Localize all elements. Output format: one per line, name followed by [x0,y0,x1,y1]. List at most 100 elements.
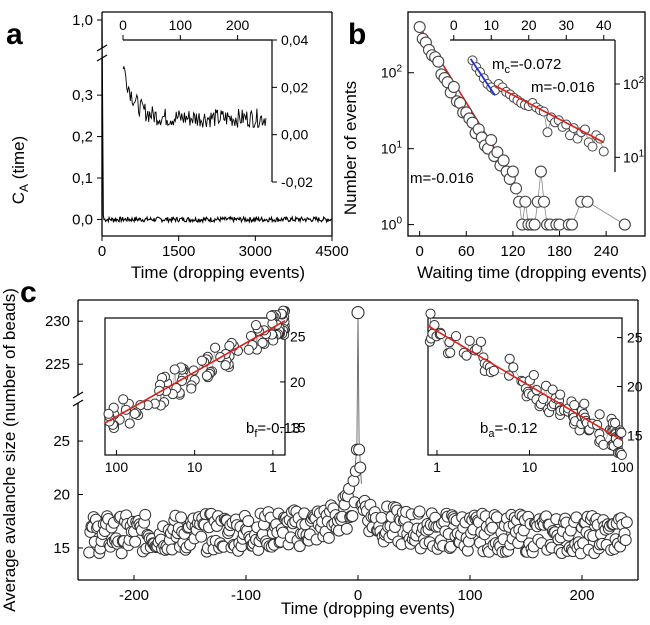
panel-b-data-point [528,218,541,231]
panel-a-xtick-label: 0 [98,243,106,260]
panel-b-data-point [565,218,579,231]
panel-a-ytick-label: 0,1 [72,170,93,187]
panel-c-axis-break-mark [72,391,84,399]
panel-b-inset-xtick-label: 30 [558,17,574,33]
panel-c-inset-foreshock-ytick-label: 20 [290,374,306,390]
panel-c-data-point [490,511,503,524]
panel-c-inset-aftershock-data-point [508,362,519,373]
panel-b-data-point [485,133,498,147]
panel-c-axis-break-mark [72,399,84,407]
panel-c-inset-foreshock-data-point [266,310,277,321]
panel-c-inset-aftershock-data-point [450,330,462,342]
panel-b-inset-xtick-label: 40 [596,17,612,33]
panel-a-ytick-label: 0,3 [72,87,93,104]
panel-c-ylabel: Average avalanche size (number of beads) [0,288,19,612]
panel-b-chart: Waiting time (dropping events) Number of… [341,11,647,282]
panel-b-data-point [432,55,445,68]
panel-a-series-line [101,19,332,225]
panel-c-inset-aftershock-xtick-label: 10 [522,459,538,475]
panel-b-inset-ytick-label: 102 [623,75,645,92]
panel-c-inset-aftershock-data-point [594,409,605,420]
panel-c-inset-aftershock-data-point [569,399,580,411]
panel-c-inset-aftershock-ytick-label: 25 [627,330,643,346]
panel-label-b: b [348,18,366,51]
panel-b-inset-fast-fit-line [469,58,496,96]
panel-b-inset-mc-label: mc=-0.072 [492,56,561,76]
panel-c-peak-point [351,306,365,320]
panel-b-data-point [537,195,551,208]
panel-c-ytick-label: 25 [53,433,70,450]
panel-a-inset-ytick-label: 0,02 [281,79,308,95]
panel-c-data-point [115,547,128,560]
panel-c-inset-foreshock-xtick-label: 10 [187,459,203,475]
panel-c-inset-foreshock-fit-line [104,320,286,424]
panel-b-data-point [581,195,594,208]
panel-c-data-point [242,515,255,528]
panel-c-inset-foreshock-xtick-label: 1 [269,459,277,475]
panel-b-inset-m-label: m=-0.016 [531,79,595,96]
panel-c-chart: Time (dropping events) Average avalanche… [0,288,643,618]
panel-c-inset-foreshock-data-point [201,370,213,381]
panel-c-inset-aftershock-data-point [504,353,515,364]
panel-b-inset-ytick-label: 101 [623,148,645,165]
panel-b-data-point [491,146,504,159]
panel-b-data-point [447,80,460,94]
panel-c-xtick-label: -200 [119,587,149,604]
panel-b-inset-data-point [542,127,553,138]
panel-c-inset-aftershock-data-point [425,308,436,319]
panel-b-inset-xtick-label: 0 [450,17,458,33]
panel-c-data-point [619,534,632,547]
panel-c-data-point [353,443,366,456]
panel-a-ylabel: CA (time) [9,136,31,204]
panel-c-data-point [346,510,359,523]
panel-b-ytick-label: 102 [381,64,403,81]
panel-a-xtick-label: 1500 [162,243,195,260]
panel-c-inset-foreshock-data-point [118,394,129,405]
panel-b-xtick-label: 180 [547,243,572,260]
panel-b-ylabel: Number of events [341,81,360,215]
panel-c-inset-foreshock-data-point [257,337,268,348]
panel-b-data-point [509,182,523,195]
panel-a-xtick-label: 4500 [315,243,348,260]
panel-c-inset-foreshock-data-point [224,340,235,352]
panel-b-data-point [497,154,510,167]
panel-c-peak-line [354,312,362,484]
panel-c-inset-aftershock: 1 10 100 25 20 15 ba=-0.12 [424,308,643,475]
panel-c-ytick-label: 230 [45,313,70,330]
panel-c-inset-aftershock-data-point [461,350,472,361]
panel-b-data-point [534,165,547,178]
panel-c-data-point [175,511,188,524]
panel-c-inset-foreshock-xtick-label: 100 [105,459,129,475]
panel-b-inset-xtick-label: 20 [521,17,537,33]
panel-b-inset-slow-fit-line [494,84,605,144]
panel-c-inset-ba-label: ba=-0.12 [480,420,537,440]
panel-b-ytick-label: 100 [381,216,403,233]
panel-c-inset-aftershock-ytick-label: 15 [627,427,643,443]
panel-c-inset-aftershock-data-point [616,449,627,461]
panel-c-inset-aftershock-data-point [616,427,627,438]
panel-label-c: c [20,276,37,309]
panel-a-inset-series-line [122,65,267,128]
panel-c-inset-foreshock-data-point [124,418,135,429]
panel-c-inset-aftershock-xtick-label: 100 [610,459,634,475]
panel-b-inset-data-point [598,146,609,157]
panel-c-inset-foreshock-data-point [169,364,180,375]
panel-c-xtick-label: 200 [569,587,594,604]
panel-a-inset-ytick-label: 0,00 [281,127,308,143]
panel-c-data-point [486,521,499,534]
panel-a-inset-ytick-label: -0,02 [281,174,313,190]
panel-c-inset-aftershock-data-point [445,347,456,358]
panel-c-inset-foreshock-data-point [129,408,140,419]
panel-c-data-point [340,522,353,535]
panel-c-ytick-label: 15 [53,540,70,557]
panel-c-inset-aftershock-xtick-label: 1 [433,459,441,475]
panel-b-frame [407,11,646,237]
panel-c-inset-aftershock-data-point [464,335,475,346]
panel-a-inset: 0 100 200 0,04 0,02 0,00 -0,02 [119,17,313,190]
panel-b-inset: 0 10 20 30 40 101 102 mc=-0.072 m=-0.016 [450,17,645,172]
panel-b-slope-label: m=-0.016 [410,170,474,187]
panel-c-inset-foreshock-data-point [220,360,231,371]
panel-a-inset-xtick-label: 100 [169,17,193,33]
panel-c-inset-foreshock-ytick-label: 15 [290,420,306,436]
panel-c-data-point [195,530,208,543]
